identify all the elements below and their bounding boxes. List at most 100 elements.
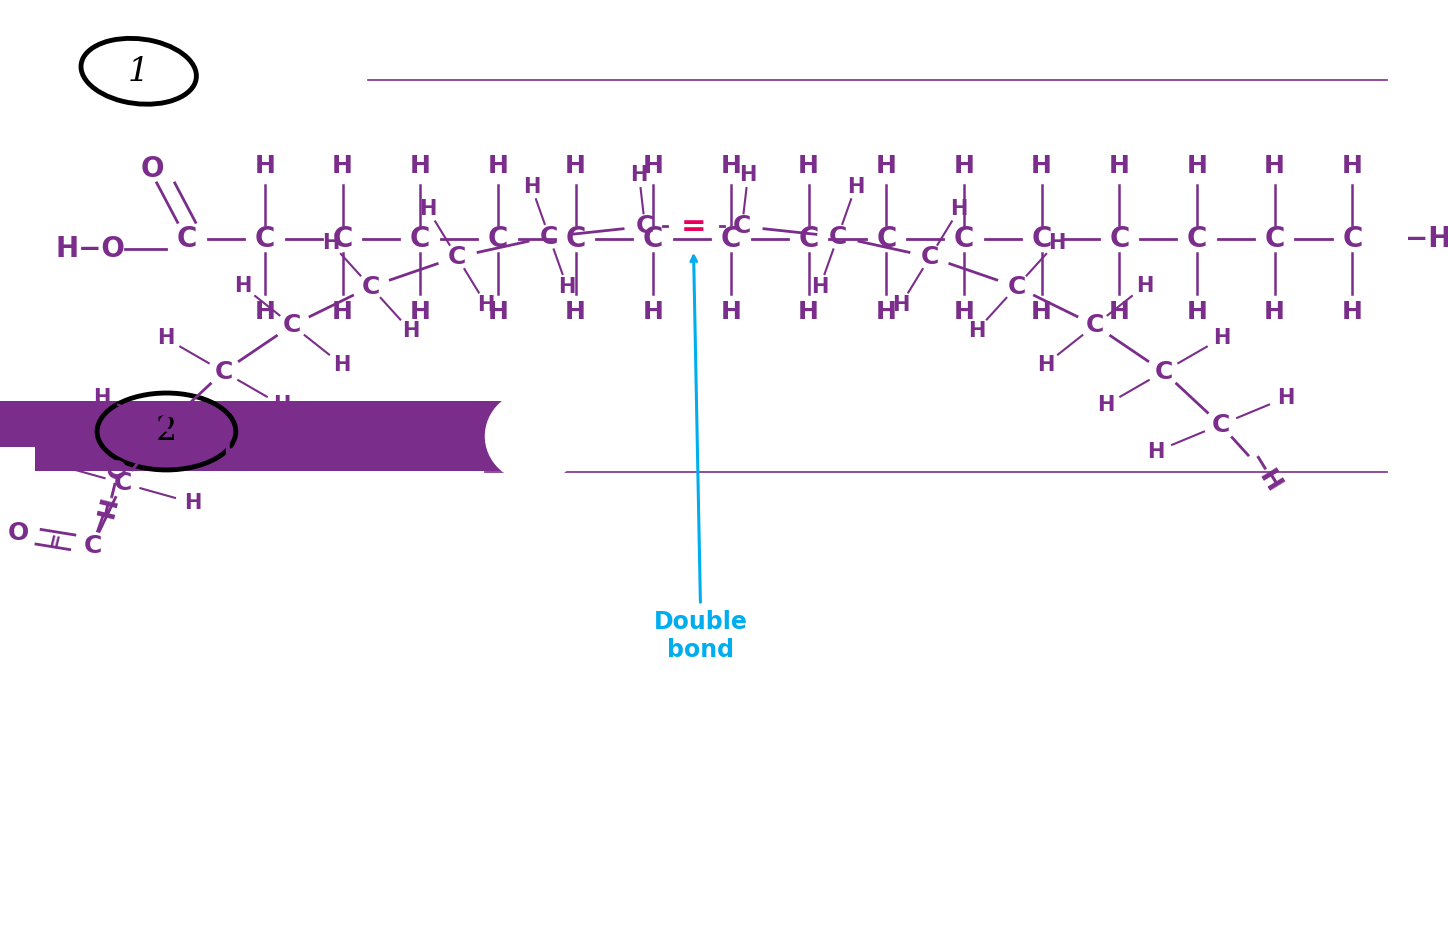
Text: H: H (1213, 328, 1231, 348)
Text: H: H (156, 328, 174, 348)
Text: H: H (1096, 395, 1114, 416)
Text: C: C (1086, 313, 1105, 338)
Text: H: H (1135, 276, 1153, 296)
Text: H: H (847, 176, 864, 196)
Text: C: C (177, 225, 197, 253)
Text: H: H (1048, 233, 1066, 252)
Text: H: H (892, 295, 909, 314)
Text: H: H (643, 154, 663, 178)
Text: C: C (1342, 225, 1363, 253)
Text: C: C (1031, 225, 1051, 253)
Text: H: H (565, 154, 586, 178)
Text: C: C (282, 313, 301, 338)
Text: O: O (7, 522, 29, 546)
Text: H: H (43, 453, 61, 474)
Text: H: H (332, 154, 353, 178)
Text: H: H (740, 165, 757, 185)
Text: C: C (488, 225, 508, 253)
Text: H: H (410, 154, 430, 178)
Text: −H: −H (1242, 448, 1286, 497)
Text: C: C (721, 225, 741, 253)
Text: =: = (45, 529, 67, 550)
Text: C: C (1212, 413, 1229, 437)
Text: C: C (636, 215, 654, 238)
Text: C: C (828, 225, 847, 249)
Text: H: H (1186, 154, 1208, 178)
Text: H: H (488, 154, 508, 178)
Text: C: C (333, 225, 353, 253)
Text: H: H (967, 321, 985, 340)
Text: H: H (410, 300, 430, 325)
Text: −H: −H (1405, 225, 1448, 253)
Text: H: H (876, 300, 896, 325)
Text: H: H (1264, 154, 1286, 178)
Text: H: H (954, 300, 975, 325)
Text: C: C (1264, 225, 1284, 253)
Text: H: H (321, 233, 339, 252)
Text: H: H (1264, 300, 1286, 325)
Text: C: C (643, 225, 663, 253)
Text: H: H (559, 277, 576, 296)
Text: H: H (1031, 154, 1053, 178)
Text: C: C (1187, 225, 1208, 253)
Text: H: H (721, 154, 741, 178)
Text: C: C (410, 225, 430, 253)
Text: H: H (401, 321, 418, 340)
Text: H: H (1109, 154, 1129, 178)
Text: H: H (950, 199, 967, 219)
Text: C: C (158, 413, 175, 437)
Text: H: H (255, 300, 275, 325)
Text: C: C (798, 225, 818, 253)
Text: H: H (1147, 442, 1164, 461)
Text: H: H (721, 300, 741, 325)
Text: C: C (1008, 275, 1025, 298)
Text: H: H (643, 300, 663, 325)
Text: C: C (565, 225, 586, 253)
Text: H: H (1342, 154, 1363, 178)
Text: C: C (1154, 359, 1173, 384)
Text: C: C (214, 359, 233, 384)
Text: H: H (1109, 300, 1129, 325)
Text: H: H (223, 442, 240, 461)
Text: H: H (332, 300, 353, 325)
Text: C: C (954, 225, 975, 253)
Text: C: C (1109, 225, 1129, 253)
Text: H: H (1277, 387, 1295, 408)
Text: H−O: H−O (55, 234, 125, 263)
Text: C: C (362, 275, 379, 298)
Text: H: H (272, 395, 290, 416)
Text: H: H (630, 165, 647, 185)
Text: H: H (1037, 355, 1054, 374)
Text: Double
bond: Double bond (653, 610, 747, 661)
Text: H: H (565, 300, 586, 325)
Text: =: = (681, 212, 707, 241)
Text: H: H (184, 492, 201, 513)
Text: H: H (798, 300, 820, 325)
Ellipse shape (485, 390, 582, 482)
Text: H: H (255, 154, 275, 178)
Text: O: O (140, 155, 164, 183)
Text: C: C (876, 225, 896, 253)
Text: H: H (876, 154, 896, 178)
FancyBboxPatch shape (0, 446, 35, 471)
Text: H: H (798, 154, 820, 178)
Text: H: H (523, 176, 540, 196)
Text: H: H (93, 387, 110, 408)
Text: C: C (84, 534, 101, 557)
Text: 1: 1 (127, 56, 149, 88)
Text: H: H (954, 154, 975, 178)
Text: H: H (488, 300, 508, 325)
Text: H: H (1186, 300, 1208, 325)
Text: H: H (333, 355, 350, 374)
Text: C: C (921, 245, 940, 269)
Text: 2: 2 (156, 416, 177, 447)
Text: C: C (113, 471, 132, 495)
Text: H: H (478, 295, 495, 314)
Text: H: H (811, 277, 828, 296)
Text: H: H (1031, 300, 1053, 325)
Text: C: C (733, 215, 752, 238)
Text: H: H (235, 276, 252, 296)
Text: C: C (540, 225, 559, 249)
Text: H−O: H−O (94, 453, 133, 520)
Text: H: H (1342, 300, 1363, 325)
